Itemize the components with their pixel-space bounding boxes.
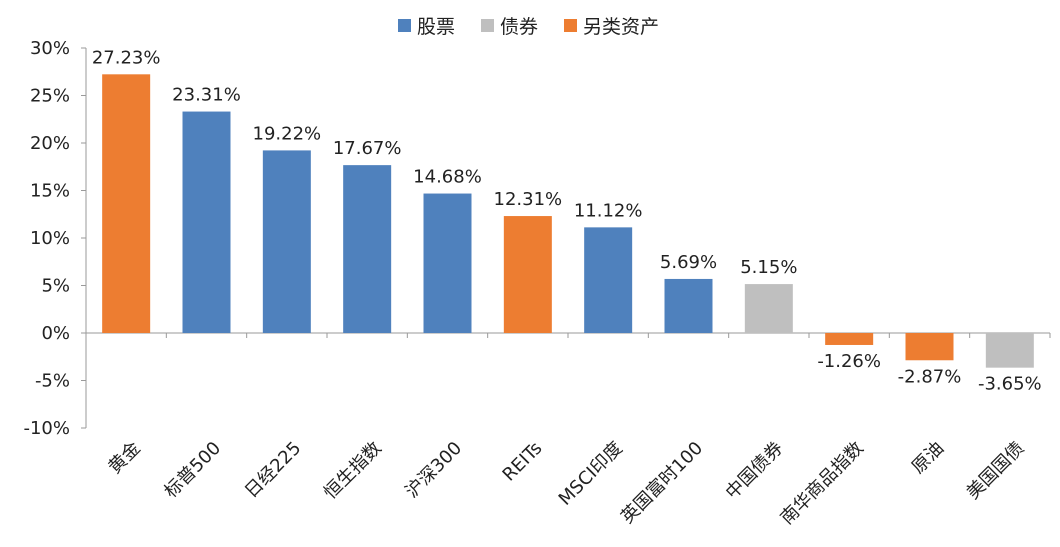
y-tick-label: 5% bbox=[41, 276, 70, 297]
x-tick-label: 英国富时100 bbox=[617, 438, 707, 528]
data-label: -1.26% bbox=[817, 351, 881, 372]
legend-swatch bbox=[481, 19, 495, 32]
data-label: -3.65% bbox=[978, 374, 1042, 395]
bar bbox=[825, 333, 874, 345]
bar bbox=[905, 333, 954, 361]
data-label: 11.12% bbox=[574, 200, 643, 221]
x-tick-label: 原油 bbox=[908, 438, 948, 478]
legend-item-stocks: 股票 bbox=[398, 12, 455, 39]
x-tick-label: 恒生指数 bbox=[320, 438, 386, 504]
legend: 股票 债券 另类资产 bbox=[398, 12, 685, 39]
legend-swatch bbox=[398, 19, 411, 32]
data-label: 12.31% bbox=[494, 189, 563, 210]
data-label: 14.68% bbox=[413, 167, 482, 188]
x-tick-label: MSCI印度 bbox=[555, 438, 627, 510]
y-tick-label: 25% bbox=[30, 86, 70, 107]
y-tick-label: 0% bbox=[41, 323, 70, 344]
y-tick-label: 20% bbox=[30, 133, 70, 154]
x-tick-label: 沪深300 bbox=[401, 438, 466, 503]
x-tick-label: 南华商品指数 bbox=[777, 438, 868, 529]
y-tick-label: 15% bbox=[30, 181, 70, 202]
y-tick-label: 30% bbox=[30, 38, 70, 59]
x-tick-label: 中国债券 bbox=[722, 438, 788, 504]
x-tick-label: 黄金 bbox=[104, 438, 144, 478]
data-label: 23.31% bbox=[172, 85, 241, 106]
legend-item-bonds: 债券 bbox=[481, 12, 538, 39]
x-tick-label: 日经225 bbox=[241, 438, 306, 503]
bar bbox=[182, 111, 231, 334]
y-tick-label: -5% bbox=[35, 371, 70, 392]
legend-item-alternatives: 另类资产 bbox=[564, 12, 659, 39]
data-label: 5.15% bbox=[740, 257, 797, 278]
bar bbox=[102, 74, 151, 333]
data-label: 17.67% bbox=[333, 138, 402, 159]
bar bbox=[584, 227, 633, 333]
bar bbox=[343, 165, 392, 333]
y-tick-label: 10% bbox=[30, 228, 70, 249]
data-label: 27.23% bbox=[92, 47, 161, 68]
x-tick-label: 标普500 bbox=[160, 438, 225, 503]
bar bbox=[664, 278, 713, 333]
legend-label: 债券 bbox=[500, 16, 539, 38]
data-label: 19.22% bbox=[253, 123, 322, 144]
x-tick-label: 美国国债 bbox=[963, 438, 1029, 504]
bar bbox=[423, 193, 472, 333]
bar bbox=[262, 150, 311, 333]
data-label: 5.69% bbox=[660, 252, 717, 273]
legend-label: 另类资产 bbox=[583, 16, 660, 38]
bar bbox=[985, 333, 1034, 368]
data-label: -2.87% bbox=[898, 366, 962, 387]
y-tick-label: -10% bbox=[23, 418, 70, 439]
legend-swatch bbox=[564, 19, 578, 32]
bar bbox=[744, 284, 793, 333]
x-tick-label: REITs bbox=[499, 438, 547, 486]
legend-label: 股票 bbox=[417, 16, 456, 38]
bar bbox=[503, 216, 552, 333]
